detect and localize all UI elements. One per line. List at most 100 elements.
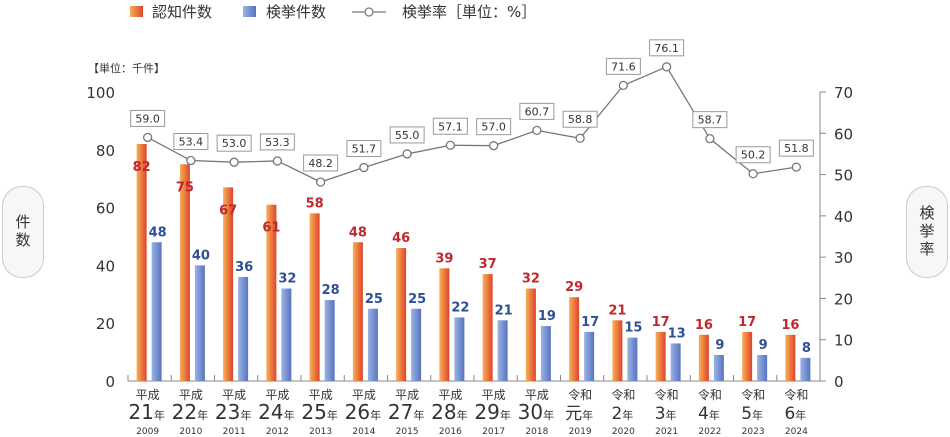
- x-label-year-jp: 26年: [345, 400, 381, 424]
- rate-point: [791, 162, 802, 172]
- bar-recognized: [179, 164, 190, 381]
- rate-label-box: [432, 117, 468, 135]
- x-label-era: 平成: [136, 388, 160, 402]
- bar-recognized: [742, 331, 753, 381]
- x-label-year: 2018: [525, 427, 548, 437]
- bar-recognized: [785, 334, 796, 381]
- rate-label-box: [605, 57, 641, 75]
- data-label-cleared: 17: [581, 315, 599, 330]
- bar-recognized: [482, 274, 493, 381]
- x-label-year-jp: 22年: [172, 400, 208, 424]
- rate-point: [575, 133, 585, 143]
- x-label-year-jp: 28年: [431, 400, 467, 424]
- bar-cleared: [670, 343, 681, 381]
- rate-point: [488, 141, 499, 151]
- x-label-year-jp: 24年: [258, 400, 294, 424]
- rate-label: 48.2: [308, 157, 333, 170]
- data-label-cleared: 48: [149, 225, 167, 240]
- rate-label: 53.4: [179, 136, 204, 149]
- rate-label-box: [303, 154, 339, 172]
- rate-label-box: [649, 39, 685, 57]
- bar-recognized: [396, 248, 407, 381]
- data-label-cleared: 19: [538, 309, 556, 324]
- x-label-year-jp: 30年: [518, 400, 554, 424]
- rate-label-box: [692, 111, 728, 129]
- rate-label: 58.7: [698, 114, 723, 127]
- left-tick-label: 80: [96, 142, 115, 160]
- x-label-year: 2013: [309, 427, 332, 437]
- x-label-year-jp: 27年: [388, 400, 424, 424]
- rate-point: [748, 169, 758, 179]
- unit-label: 【単位：千件】: [88, 61, 165, 75]
- x-label-year: 2024: [785, 427, 808, 437]
- x-label-era: 令和: [784, 387, 808, 402]
- x-label-year: 2021: [655, 427, 678, 437]
- rate-label: 71.6: [611, 60, 636, 73]
- x-label-year-jp: 3年: [655, 404, 677, 424]
- x-label-era: 平成: [222, 388, 246, 402]
- x-label-year: 2011: [223, 427, 246, 437]
- x-label-year-jp: 5年: [741, 404, 763, 424]
- legend-marker-rate: [364, 7, 374, 17]
- x-label-year-jp: 21年: [128, 400, 164, 424]
- bar-recognized: [569, 297, 580, 381]
- right-tick-label: 10: [834, 332, 853, 350]
- data-label-cleared: 9: [759, 338, 768, 353]
- data-label-cleared: 36: [235, 260, 253, 275]
- data-label-cleared: 28: [322, 283, 340, 298]
- rate-label: 59.0: [135, 112, 160, 125]
- x-label-year-jp: 29年: [474, 400, 510, 424]
- rate-label-box: [476, 118, 512, 136]
- x-label-era: 平成: [395, 388, 419, 402]
- data-label-recognized: 16: [781, 318, 799, 333]
- data-label-cleared: 25: [365, 292, 383, 307]
- x-label-era: 平成: [525, 388, 549, 402]
- right-tick-label: 60: [834, 125, 853, 143]
- data-label-cleared: 9: [715, 338, 724, 353]
- data-label-recognized: 32: [522, 272, 540, 287]
- bar-recognized: [266, 204, 277, 381]
- left-tick-label: 100: [86, 84, 115, 102]
- bar-recognized: [698, 334, 709, 381]
- x-label-year: 2015: [396, 427, 419, 437]
- bar-recognized: [223, 187, 234, 381]
- data-label-recognized: 46: [392, 231, 410, 246]
- rate-label-box: [259, 133, 295, 151]
- x-label-era: 平成: [482, 388, 506, 402]
- bar-cleared: [411, 308, 422, 381]
- data-label-recognized: 48: [349, 225, 367, 240]
- bar-cleared: [627, 337, 638, 381]
- bar-cleared: [324, 300, 335, 381]
- bar-cleared: [757, 354, 768, 381]
- rate-label: 55.0: [395, 129, 420, 142]
- rate-point: [705, 134, 715, 144]
- left-tick-label: 0: [105, 373, 115, 391]
- rate-label: 53.0: [222, 137, 247, 150]
- bar-cleared: [151, 242, 162, 381]
- x-label-era: 令和: [698, 387, 722, 402]
- x-label-era: 令和: [655, 387, 679, 402]
- data-label-recognized: 17: [652, 315, 670, 330]
- legend-label-rate: 検挙率［単位：%］: [402, 3, 536, 21]
- legend-label-cleared: 検挙件数: [266, 3, 326, 21]
- legend-label-recognized: 認知件数: [152, 3, 212, 21]
- rate-point: [532, 125, 542, 136]
- data-label-recognized: 29: [565, 280, 583, 295]
- rate-label: 57.0: [481, 121, 506, 134]
- rate-label: 58.8: [568, 113, 593, 126]
- rate-point: [618, 80, 629, 91]
- rate-point: [661, 62, 672, 72]
- bar-recognized: [439, 268, 450, 381]
- x-label-era: 平成: [352, 388, 376, 402]
- data-label-cleared: 32: [278, 272, 296, 287]
- data-label-recognized: 67: [219, 203, 237, 218]
- bar-recognized: [136, 144, 147, 381]
- x-label-year-jp: 23年: [215, 400, 251, 424]
- right-tick-label: 50: [834, 167, 853, 185]
- data-label-recognized: 17: [738, 315, 756, 330]
- x-label-era: 平成: [438, 388, 462, 402]
- data-label-recognized: 37: [479, 257, 497, 272]
- bar-recognized: [655, 331, 666, 381]
- rate-point: [402, 149, 412, 159]
